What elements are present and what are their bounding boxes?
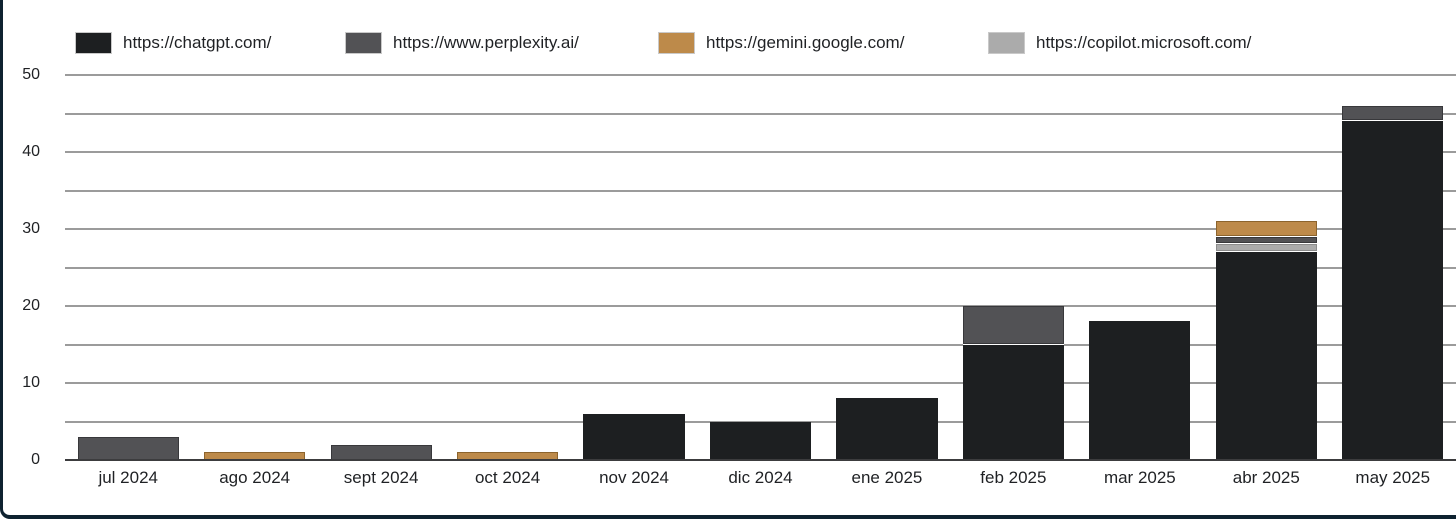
bar-slot-feb-2025 <box>950 75 1076 460</box>
y-tick-label-20: 20 <box>22 297 40 314</box>
y-tick-label-40: 40 <box>22 143 40 160</box>
stacked-bar-mar-2025 <box>1089 321 1191 460</box>
stacked-bar-feb-2025 <box>962 306 1064 460</box>
legend-swatch-icon <box>988 32 1025 54</box>
plot-area: 0 10 20 30 40 50 <box>22 66 1456 468</box>
x-axis-label-nov-2024: nov 2024 <box>599 468 670 487</box>
x-axis-label-dic-2024: dic 2024 <box>728 468 793 487</box>
legend-label: https://chatgpt.com/ <box>123 33 272 52</box>
legend-swatch-icon <box>345 32 382 54</box>
bar-slot-ago-2024 <box>191 75 317 460</box>
bar-segment-chatgpt.com-[interactable] <box>962 344 1064 460</box>
bars-row <box>65 75 1456 460</box>
y-tick-label-50: 50 <box>22 66 40 83</box>
gridline-30 <box>65 228 1456 230</box>
bar-segment-www.perplexity.ai-[interactable] <box>1342 105 1444 122</box>
gridline-20 <box>65 305 1456 307</box>
bar-segment-chatgpt.com-[interactable] <box>1089 321 1191 460</box>
bar-segment-gemini.google.com-[interactable] <box>1215 221 1317 237</box>
bar-slot-abr-2025 <box>1203 75 1329 460</box>
stacked-bar-abr-2025 <box>1215 221 1317 460</box>
bar-slot-sept-2024 <box>318 75 444 460</box>
x-axis-label-sept-2024: sept 2024 <box>343 468 419 487</box>
x-axis-label-ene-2025: ene 2025 <box>851 468 923 487</box>
stacked-bar-nov-2024 <box>583 413 685 460</box>
x-axis-label-feb-2025: feb 2025 <box>980 468 1047 487</box>
bar-slot-jul-2024 <box>65 75 191 460</box>
x-axis-label-jul-2024: jul 2024 <box>98 468 158 487</box>
stacked-bar-oct-2024 <box>457 452 559 460</box>
stacked-bar-dic-2024 <box>709 421 812 460</box>
x-axis-label-may-2025: may 2025 <box>1355 468 1431 487</box>
legend-label: https://gemini.google.com/ <box>706 33 905 52</box>
y-tick-label-0: 0 <box>31 451 40 468</box>
y-tick-label-10: 10 <box>22 374 40 391</box>
legend-item-4[interactable]: https://copilot.microsoft.com/ <box>988 30 1251 56</box>
bar-slot-nov-2024 <box>571 75 697 460</box>
gridline-10 <box>65 382 1456 384</box>
bar-segment-copilot.microsoft.com-[interactable] <box>1215 244 1317 253</box>
bar-segment-www.perplexity.ai-[interactable] <box>1215 236 1317 245</box>
stacked-bar-sept-2024 <box>330 444 432 460</box>
bar-segment-www.perplexity.ai-[interactable] <box>330 444 432 460</box>
bar-segment-chatgpt.com-[interactable] <box>709 421 812 460</box>
gridline-15 <box>65 343 1456 346</box>
bar-segment-gemini.google.com-[interactable] <box>204 452 306 460</box>
x-axis-label-mar-2025: mar 2025 <box>1103 468 1176 487</box>
x-axis-label-ago-2024: ago 2024 <box>219 468 291 487</box>
legend-item-3[interactable]: https://gemini.google.com/ <box>658 30 904 56</box>
stacked-bar-may-2025 <box>1342 105 1444 460</box>
legend-label: https://copilot.microsoft.com/ <box>1036 33 1252 52</box>
y-tick-label-30: 30 <box>22 220 40 237</box>
gridline-35 <box>65 189 1456 192</box>
bar-segment-www.perplexity.ai-[interactable] <box>77 436 179 460</box>
bar-slot-may-2025 <box>1330 75 1456 460</box>
bar-segment-chatgpt.com-[interactable] <box>583 413 685 460</box>
bar-slot-ene-2025 <box>824 75 950 460</box>
bar-segment-chatgpt.com-[interactable] <box>1215 252 1317 460</box>
bar-segment-chatgpt.com-[interactable] <box>836 398 938 460</box>
gridline-45 <box>65 112 1456 115</box>
x-axis-label-oct-2024: oct 2024 <box>474 468 541 487</box>
gridline-50 <box>65 74 1456 76</box>
legend-swatch-icon <box>75 32 112 54</box>
bar-slot-oct-2024 <box>444 75 570 460</box>
gridline-40 <box>65 151 1456 153</box>
stacked-bar-ago-2024 <box>204 452 306 460</box>
x-axis-labels: jul 2024 ago 2024 sept 2024 oct 2024 nov 202… <box>65 468 1456 488</box>
legend-item-1[interactable]: https://chatgpt.com/ <box>75 30 271 56</box>
x-axis-baseline <box>65 459 1456 461</box>
legend-label: https://www.perplexity.ai/ <box>393 33 579 52</box>
legend-swatch-icon <box>658 32 695 54</box>
bar-segment-www.perplexity.ai-[interactable] <box>962 306 1064 345</box>
stacked-bar-jul-2024 <box>77 436 179 460</box>
bar-segment-gemini.google.com-[interactable] <box>457 452 559 460</box>
x-axis-label-abr-2025: abr 2025 <box>1232 468 1300 487</box>
gridline-25 <box>65 266 1456 269</box>
stacked-bar-ene-2025 <box>836 398 938 460</box>
bar-slot-mar-2025 <box>1077 75 1203 460</box>
bar-slot-dic-2024 <box>697 75 823 460</box>
bar-segment-chatgpt.com-[interactable] <box>1342 121 1444 460</box>
chart-legend: https://chatgpt.com/https://www.perplexi… <box>0 30 1456 56</box>
legend-item-2[interactable]: https://www.perplexity.ai/ <box>345 30 579 56</box>
